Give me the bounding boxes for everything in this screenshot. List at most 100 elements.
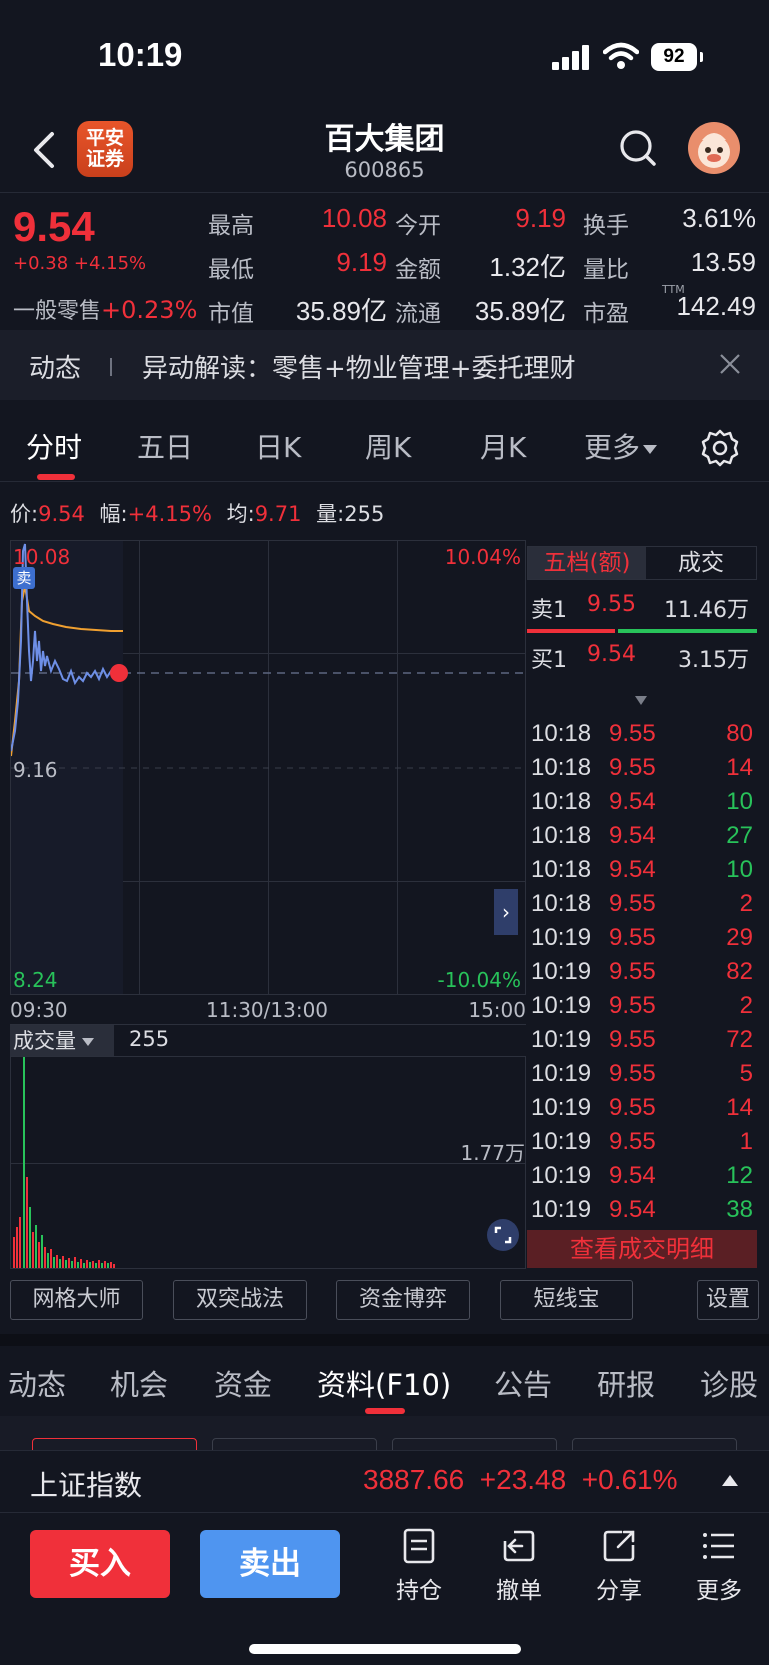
trade-volume: 38 [726, 1196, 753, 1223]
menu-icon [703, 1533, 734, 1559]
tab-trades[interactable]: 成交 [678, 550, 724, 576]
trade-row: 10:18 9.54 27 [527, 822, 757, 854]
subtab-news[interactable]: 动态 [8, 1368, 67, 1402]
info-avg-label: 均: [226, 502, 255, 526]
search-icon[interactable] [618, 128, 658, 168]
gear-icon[interactable] [700, 428, 740, 468]
quote-field-value: 35.89亿 [295, 296, 387, 326]
volume-max-label: 1.77万 [460, 1141, 525, 1165]
trade-price: 9.55 [609, 754, 656, 781]
trade-price: 9.55 [609, 1094, 656, 1121]
trade-row: 10:19 9.54 12 [527, 1162, 757, 1194]
info-price-label: 价: [10, 502, 39, 526]
tab-daily-k[interactable]: 日K [255, 431, 302, 464]
ask-ratio-bar [527, 629, 615, 633]
sell-marker[interactable]: 卖 [13, 567, 35, 589]
short-term-button[interactable]: 短线宝 [500, 1280, 633, 1320]
info-tabs: 动态 机会 资金 资料(F10) 公告 研报 诊股 [0, 1346, 769, 1416]
bid-row: 买1 9.54 3.15万 [527, 642, 757, 673]
ask-row: 卖1 9.55 11.46万 [527, 592, 757, 623]
avatar[interactable] [688, 122, 740, 174]
trade-volume: 1 [739, 1128, 753, 1155]
fullscreen-icon[interactable] [487, 1219, 519, 1251]
buy-button[interactable]: 买入 [30, 1530, 170, 1598]
view-trade-details-button[interactable]: 查看成交明细 [527, 1230, 757, 1268]
trade-price: 9.54 [609, 822, 656, 849]
cancel-order-button[interactable]: 撤单 [484, 1527, 554, 1605]
trade-price: 9.55 [609, 720, 656, 747]
intraday-chart[interactable]: 10.08 10.04% 9.16 8.24 -10.04% 卖 › [10, 540, 526, 995]
trade-time: 10:19 [531, 1026, 592, 1053]
trade-volume: 2 [739, 992, 753, 1019]
trade-time: 10:18 [531, 856, 592, 883]
trade-volume: 80 [726, 720, 753, 747]
index-name: 上证指数 [30, 1469, 143, 1502]
info-price: 9.54 [38, 502, 85, 526]
price-high-label: 10.08 [13, 545, 71, 569]
chevron-right-icon[interactable]: › [494, 889, 518, 935]
time-label-close: 15:00 [468, 998, 526, 1022]
tab-five-day[interactable]: 五日 [137, 431, 194, 464]
grid-line [11, 881, 525, 882]
volume-bars [13, 1057, 115, 1268]
quote-field-value: 3.61% [682, 203, 756, 233]
subtab-research[interactable]: 研报 [597, 1368, 656, 1402]
sector-change[interactable]: 一般零售+0.23% [13, 293, 197, 325]
trade-row: 10:19 9.54 38 [527, 1196, 757, 1228]
trade-time: 10:18 [531, 788, 592, 815]
share-label: 分享 [596, 1578, 642, 1604]
chevron-up-icon[interactable] [722, 1475, 738, 1486]
tab-five-level[interactable]: 五档(额) [528, 547, 646, 579]
info-vol: 255 [344, 502, 385, 526]
ask-label: 卖1 [531, 598, 567, 623]
cancel-order-label: 撤单 [496, 1578, 542, 1604]
positions-button[interactable]: 持仓 [384, 1527, 454, 1605]
info-vol-label: 量: [316, 502, 345, 526]
settings-button[interactable]: 设置 [697, 1280, 759, 1320]
tab-more[interactable]: 更多 [584, 426, 658, 466]
info-avg: 9.71 [254, 502, 302, 526]
trade-time: 10:19 [531, 1162, 592, 1189]
bid-ratio-bar [618, 629, 757, 633]
tab-more-label: 更多 [584, 431, 641, 464]
sell-button[interactable]: 卖出 [200, 1530, 340, 1598]
index-ticker[interactable]: 上证指数 3887.66 +23.48 +0.61% [0, 1450, 769, 1512]
double-breakout-button[interactable]: 双突战法 [173, 1280, 307, 1320]
close-icon[interactable] [718, 352, 742, 376]
price-mid-label: 9.16 [13, 758, 58, 782]
quote-field-label: 市盈 [583, 301, 629, 327]
trade-price: 9.54 [609, 856, 656, 883]
stock-name: 百大集团 [324, 122, 445, 157]
time-label-open: 09:30 [10, 998, 68, 1022]
trade-row: 10:18 9.54 10 [527, 788, 757, 820]
more-button[interactable]: 更多 [684, 1527, 754, 1605]
volume-chart[interactable]: 1.77万 [10, 1056, 526, 1269]
trade-row: 10:19 9.55 29 [527, 924, 757, 956]
quote-field-value: 35.89亿 [474, 296, 566, 326]
tab-weekly-k[interactable]: 周K [365, 431, 412, 464]
trade-price: 9.54 [609, 788, 656, 815]
subtab-opportunity[interactable]: 机会 [110, 1368, 169, 1402]
volume-header: 成交量 255 [10, 1024, 526, 1057]
trade-price: 9.55 [609, 890, 656, 917]
quote-field-label: 今开 [395, 213, 441, 239]
share-button[interactable]: 分享 [584, 1527, 654, 1605]
tab-monthly-k[interactable]: 月K [480, 431, 527, 464]
info-amp: +4.15% [127, 502, 212, 526]
capital-game-button[interactable]: 资金博弈 [336, 1280, 470, 1320]
subtab-capital[interactable]: 资金 [214, 1368, 273, 1402]
subtab-f10[interactable]: 资料(F10) [317, 1368, 452, 1402]
subtab-announcements[interactable]: 公告 [494, 1368, 553, 1402]
news-text[interactable]: 异动解读：零售+物业管理+委托理财 [142, 354, 576, 384]
chart-period-tabs: 分时 五日 日K 周K 月K 更多 [0, 412, 769, 482]
expand-down-icon[interactable] [635, 696, 647, 705]
trade-price: 9.55 [609, 992, 656, 1019]
news-bar[interactable]: 动态 异动解读：零售+物业管理+委托理财 [0, 330, 769, 400]
quote-field-label: 市值 [208, 301, 254, 327]
grid-master-button[interactable]: 网格大师 [10, 1280, 143, 1320]
grid-line [11, 653, 525, 654]
volume-indicator-select[interactable]: 成交量 [10, 1025, 114, 1057]
tab-intraday[interactable]: 分时 [26, 431, 83, 464]
subtab-diagnosis[interactable]: 诊股 [700, 1368, 759, 1402]
back-icon[interactable] [28, 130, 64, 170]
